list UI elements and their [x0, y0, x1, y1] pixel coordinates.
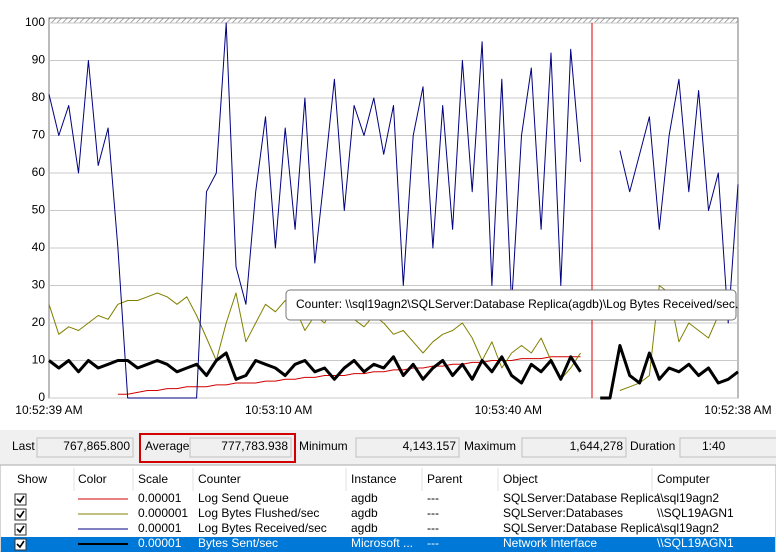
column-header: Instance	[351, 472, 397, 486]
y-tick-label: 0	[38, 390, 45, 404]
checkbox[interactable]	[14, 538, 27, 551]
y-tick-label: 10	[32, 353, 46, 367]
table-cell: SQLServer:Database Replica	[503, 521, 661, 535]
stat-box	[355, 437, 460, 458]
column-header: Counter	[198, 472, 241, 486]
x-tick-label: 10:52:38 AM	[704, 403, 771, 417]
x-tick-label: 10:53:10 AM	[245, 403, 312, 417]
stat-value: 767,865.800	[63, 439, 130, 453]
stat-value: 4,143.157	[403, 439, 457, 453]
table-cell: ---	[427, 536, 439, 550]
stat-label: Last	[12, 439, 35, 453]
selected-row	[1, 537, 775, 552]
checkmark	[16, 495, 25, 504]
table-cell: 0.00001	[138, 536, 182, 550]
column-header: Show	[17, 472, 47, 486]
table-cell: \\SQL19AGN1	[657, 536, 734, 550]
stat-label: Duration	[630, 439, 675, 453]
table-cell: ---	[427, 491, 439, 505]
stat-box	[189, 437, 292, 458]
y-tick-label: 40	[32, 240, 46, 254]
table-cell: Log Bytes Received/sec	[198, 521, 327, 535]
y-tick-label: 50	[32, 203, 46, 217]
highlight-box	[139, 433, 296, 463]
table-cell: Log Bytes Flushed/sec	[198, 506, 319, 520]
table-cell: \\SQL19AGN1	[657, 506, 734, 520]
table-cell: \\sql19agn2	[657, 491, 719, 505]
table-cell: Network Interface	[503, 536, 597, 550]
time-bar	[49, 18, 738, 23]
column-header: Parent	[427, 472, 463, 486]
stats: Last 767,865.800 Average 777,783.938 Minimum…	[12, 433, 776, 463]
tooltip-text: Counter: \\sql19agn2\SQLServer:Database …	[296, 297, 738, 311]
column-header: Object	[503, 472, 538, 486]
series-line	[48, 344, 739, 400]
y-tick-label: 80	[32, 90, 46, 104]
column-header: Color	[78, 472, 107, 486]
table-cell: agdb	[351, 521, 378, 535]
checkmark	[16, 540, 25, 549]
table-header	[1, 466, 775, 492]
y-tick-label: 90	[32, 53, 46, 67]
table-cell: SQLServer:Databases	[503, 506, 623, 520]
y-tick-label: 60	[32, 165, 46, 179]
x-tick-label: 10:53:40 AM	[475, 403, 542, 417]
stat-value: 1:40	[702, 439, 726, 453]
tooltip: Counter: \\sql19agn2\SQLServer:Database …	[285, 289, 738, 321]
column-header: Scale	[138, 472, 168, 486]
stat-label: Minimum	[299, 439, 348, 453]
table-cell: Microsoft ...	[351, 536, 413, 550]
table-cell: SQLServer:Database Replica	[503, 491, 661, 505]
graph-area	[0, 0, 776, 430]
column-header: Computer	[657, 472, 710, 486]
table-cell: \\sql19agn2	[657, 521, 719, 535]
table-cell: ---	[427, 506, 439, 520]
stat-box	[36, 437, 134, 458]
stat-label: Maximum	[464, 439, 516, 453]
checkbox[interactable]	[14, 523, 27, 536]
table-cell: Bytes Sent/sec	[198, 536, 278, 550]
table-cell: Log Send Queue	[198, 491, 289, 505]
y-tick-label: 20	[32, 315, 46, 329]
stat-label: Average	[145, 439, 190, 453]
table-cell: 0.00001	[138, 491, 182, 505]
series-line	[48, 22, 739, 399]
checkbox[interactable]	[14, 508, 27, 521]
table-cell: agdb	[351, 506, 378, 520]
stat-value: 777,783.938	[221, 439, 288, 453]
checkmark	[16, 510, 25, 519]
checkmark	[16, 525, 25, 534]
y-tick-label: 100	[25, 15, 45, 29]
stat-box	[521, 437, 627, 458]
stat-box	[679, 437, 776, 458]
y-tick-label: 70	[32, 128, 46, 142]
table-cell: agdb	[351, 491, 378, 505]
stat-value: 1,644,278	[570, 439, 624, 453]
checkbox[interactable]	[14, 493, 27, 506]
table: Show Color Scale Counter Instance Parent Objec…	[1, 466, 775, 552]
table-cell: ---	[427, 521, 439, 535]
table-cell: 0.00001	[138, 521, 182, 535]
x-tick-label: 10:52:39 AM	[15, 403, 82, 417]
table-cell: 0.000001	[138, 506, 188, 520]
y-tick-label: 30	[32, 278, 46, 292]
tooltip-box	[285, 289, 737, 321]
